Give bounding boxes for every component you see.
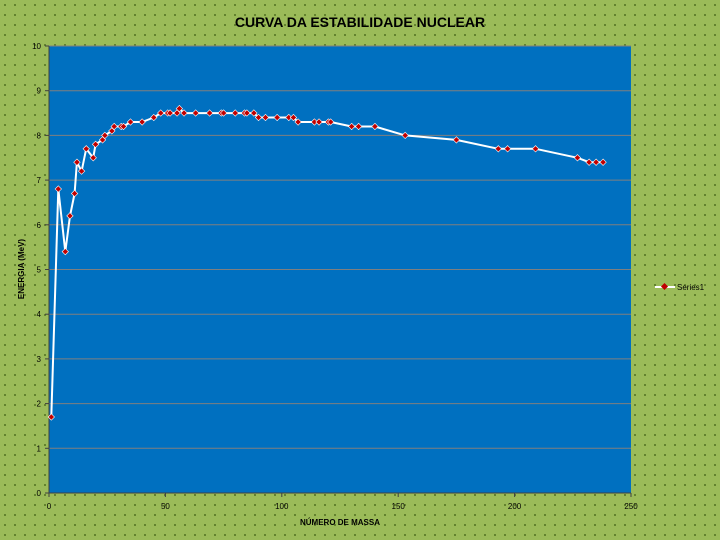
- series-group: [47, 104, 607, 421]
- data-point: [371, 122, 379, 131]
- data-point: [175, 104, 183, 113]
- y-tick-label: 1: [37, 444, 42, 453]
- data-point: [61, 247, 69, 256]
- x-tick-label: 200: [508, 502, 522, 511]
- data-point: [157, 109, 165, 117]
- data-point: [89, 154, 97, 162]
- legend-label: Series1: [677, 283, 705, 292]
- y-tick-label: 5: [37, 266, 42, 275]
- y-tick-label: 8: [37, 131, 42, 140]
- data-point: [180, 109, 188, 117]
- y-tick-label: 10: [32, 42, 41, 51]
- data-point: [294, 118, 302, 126]
- data-point: [47, 413, 55, 421]
- x-tick-label: 150: [392, 502, 406, 511]
- data-point: [77, 167, 86, 175]
- data-point: [150, 113, 158, 122]
- data-point: [315, 118, 323, 126]
- x-axis-label: NÚMERO DE MASSA: [300, 518, 380, 527]
- data-point: [206, 109, 214, 117]
- data-point: [66, 212, 74, 220]
- legend-marker-swatch: [660, 282, 669, 291]
- data-point: [254, 113, 263, 122]
- y-tick-label: 3: [37, 355, 42, 364]
- data-point: [401, 131, 409, 140]
- data-point: [289, 113, 298, 122]
- data-point: [54, 185, 62, 193]
- data-point: [231, 109, 239, 117]
- y-axis-label: ENERGIA (MeV): [17, 239, 26, 299]
- data-point: [219, 109, 228, 117]
- y-tick-label: 2: [37, 400, 42, 409]
- data-point: [585, 158, 593, 166]
- data-point: [573, 154, 582, 162]
- data-point: [348, 122, 356, 131]
- data-point: [273, 113, 281, 122]
- data-point: [494, 145, 502, 153]
- y-tick-label: 7: [37, 176, 42, 185]
- data-point: [599, 158, 607, 166]
- data-point: [250, 109, 258, 117]
- data-point: [101, 131, 109, 140]
- data-point: [82, 145, 90, 153]
- x-tick-label: 50: [161, 502, 170, 511]
- chart-title: CURVA DA ESTABILIDADE NUCLEAR: [235, 14, 485, 30]
- data-point: [73, 158, 81, 166]
- data-point: [452, 136, 461, 144]
- data-point: [138, 118, 146, 126]
- data-point: [91, 140, 100, 148]
- legend: Series1: [655, 282, 705, 292]
- gridlines: [49, 45, 631, 449]
- data-point: [327, 118, 335, 126]
- data-point: [592, 158, 600, 166]
- data-point: [166, 109, 174, 117]
- data-point: [531, 145, 540, 153]
- x-tick-label: 100: [275, 502, 289, 511]
- data-point: [192, 109, 200, 117]
- data-point: [354, 122, 363, 131]
- x-tick-label: 0: [47, 502, 52, 511]
- data-point: [261, 113, 270, 122]
- data-point: [70, 189, 79, 198]
- data-point: [126, 118, 135, 126]
- y-tick-label: 0: [37, 489, 42, 498]
- y-tick-label: 4: [37, 310, 42, 319]
- x-tick-label: 250: [624, 502, 638, 511]
- data-point: [110, 122, 118, 131]
- data-point: [243, 109, 251, 117]
- data-point: [503, 145, 512, 153]
- y-tick-label: 6: [37, 221, 42, 230]
- data-point: [119, 122, 128, 131]
- y-tick-label: 9: [37, 87, 42, 96]
